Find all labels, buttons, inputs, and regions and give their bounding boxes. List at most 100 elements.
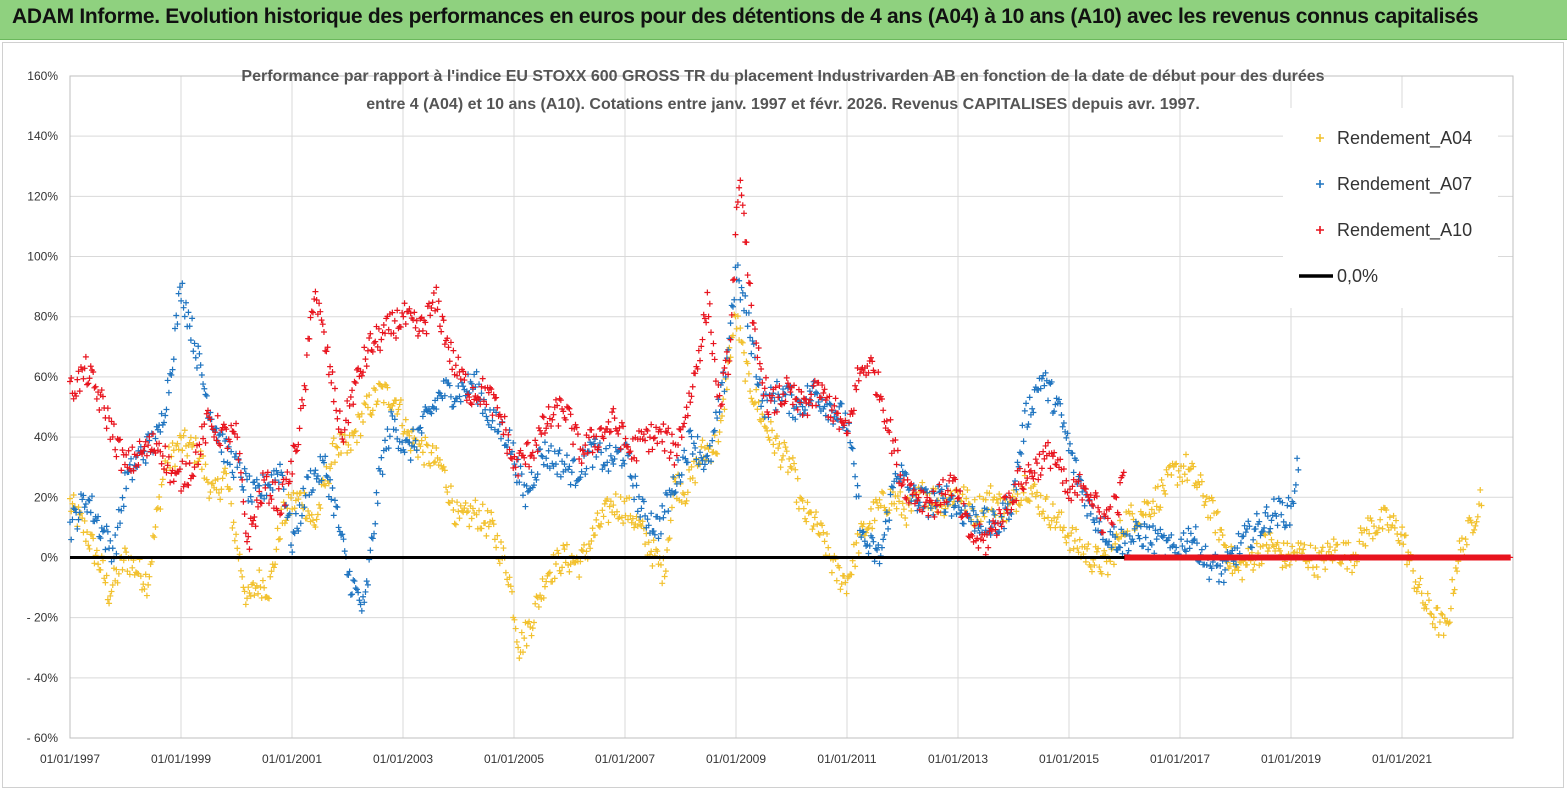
point-a10 (936, 481, 943, 488)
point-a04 (1424, 590, 1431, 597)
point-a07 (1126, 532, 1133, 539)
point-a04 (496, 560, 503, 567)
point-a04 (792, 466, 799, 473)
point-a07 (528, 469, 535, 476)
point-a07 (1258, 528, 1265, 535)
point-a07 (1130, 538, 1137, 545)
point-a07 (866, 542, 873, 549)
point-a04 (1150, 498, 1157, 505)
point-a10 (1117, 479, 1124, 486)
point-a04 (716, 429, 723, 436)
point-a04 (1139, 511, 1146, 518)
point-a10 (291, 443, 298, 450)
point-a04 (237, 567, 244, 574)
point-a10 (596, 426, 603, 433)
point-a04 (1101, 547, 1108, 554)
point-a10 (624, 444, 631, 451)
point-a07 (468, 380, 475, 387)
point-a07 (703, 453, 710, 460)
point-a04 (733, 325, 740, 332)
point-a10 (999, 518, 1006, 525)
point-a10 (880, 407, 887, 414)
point-a07 (1023, 400, 1030, 407)
point-a10 (723, 348, 730, 355)
point-a04 (488, 509, 495, 516)
point-a04 (479, 501, 486, 508)
point-a07 (635, 493, 642, 500)
point-a10 (374, 343, 381, 350)
point-a04 (367, 411, 374, 418)
point-a04 (605, 519, 612, 526)
point-a10 (268, 496, 275, 503)
point-a07 (1179, 543, 1186, 550)
point-a10 (745, 279, 752, 286)
point-a04 (1098, 570, 1105, 577)
point-a04 (430, 459, 437, 466)
point-a04 (594, 510, 601, 517)
point-a10 (933, 502, 940, 509)
point-a04 (1468, 519, 1475, 526)
point-a07 (601, 462, 608, 469)
point-a10 (261, 477, 268, 484)
point-a04 (1318, 548, 1325, 555)
point-a07 (69, 516, 76, 523)
point-a07 (700, 466, 707, 473)
point-a10 (330, 398, 337, 405)
point-a10 (200, 435, 207, 442)
point-a07 (738, 284, 745, 291)
point-a04 (485, 523, 492, 530)
point-a10 (1082, 486, 1089, 493)
point-a10 (407, 310, 414, 317)
point-a07 (245, 497, 252, 504)
point-a10 (1018, 481, 1025, 488)
point-a10 (562, 416, 569, 423)
point-a07 (1206, 576, 1213, 583)
point-a04 (1035, 504, 1042, 511)
point-a07 (313, 475, 320, 482)
point-a04 (1430, 614, 1437, 621)
point-a04 (1110, 561, 1117, 568)
point-a04 (256, 567, 263, 574)
point-a10 (349, 387, 356, 394)
point-a04 (802, 515, 809, 522)
point-a10 (1049, 453, 1056, 460)
point-a07 (505, 437, 512, 444)
point-a04 (855, 550, 862, 557)
point-a07 (296, 502, 303, 509)
point-a04 (106, 600, 113, 607)
point-a10 (1092, 489, 1099, 496)
point-a04 (165, 443, 172, 450)
point-a10 (600, 435, 607, 442)
point-a07 (1264, 513, 1271, 520)
point-a07 (328, 496, 335, 503)
point-a07 (79, 496, 86, 503)
point-a07 (236, 459, 243, 466)
point-a04 (896, 498, 903, 505)
point-a04 (1025, 497, 1032, 504)
point-a07 (1118, 526, 1125, 533)
point-a10 (661, 447, 668, 454)
point-a04 (782, 444, 789, 451)
point-a04 (345, 441, 352, 448)
point-a04 (549, 578, 556, 585)
point-a04 (539, 575, 546, 582)
point-a10 (772, 384, 779, 391)
point-a10 (67, 378, 73, 385)
point-a07 (1107, 528, 1114, 535)
point-a10 (266, 500, 273, 507)
point-a04 (372, 386, 379, 393)
point-a10 (454, 372, 461, 379)
point-a10 (594, 446, 601, 453)
point-a04 (1284, 540, 1291, 547)
point-a07 (826, 400, 833, 407)
point-a07 (187, 337, 194, 344)
point-a04 (1176, 474, 1183, 481)
point-a10 (242, 530, 249, 537)
point-a10 (704, 289, 711, 296)
point-a07 (1136, 535, 1143, 542)
point-a10 (804, 412, 811, 419)
point-a07 (323, 472, 330, 479)
point-a04 (781, 439, 788, 446)
point-a10 (112, 446, 119, 453)
point-a04 (1330, 536, 1337, 543)
